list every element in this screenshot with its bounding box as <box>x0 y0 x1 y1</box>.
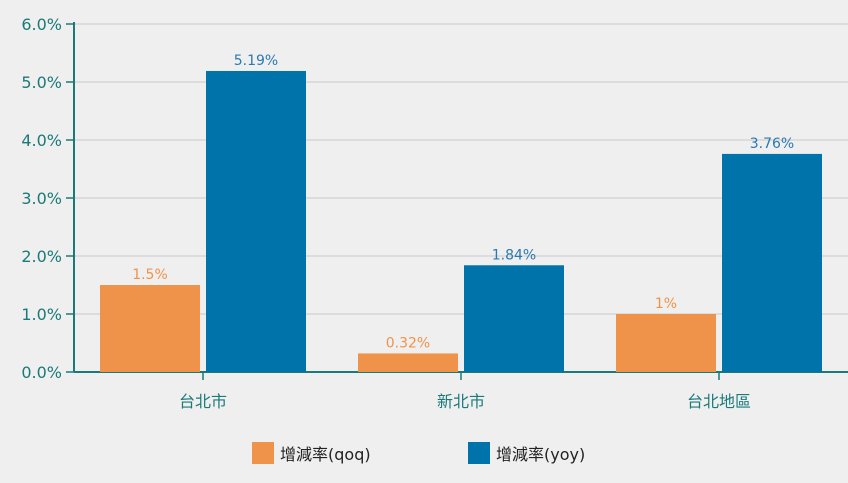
data-label: 1% <box>655 296 677 312</box>
legend: 增減率(qoq) 增減率(yoy) <box>0 440 848 470</box>
data-label: 0.32% <box>386 335 430 351</box>
x-tick-label: 新北市 <box>437 392 485 411</box>
data-label: 1.5% <box>132 267 168 283</box>
y-tick-label: 2.0% <box>21 247 62 266</box>
legend-label-yoy: 增減率(yoy) <box>496 445 586 464</box>
bar[interactable] <box>206 70 306 372</box>
bar[interactable] <box>464 265 564 372</box>
bar[interactable] <box>358 353 458 372</box>
data-label: 1.84% <box>492 247 536 263</box>
legend-label-qoq: 增減率(qoq) <box>280 445 371 464</box>
x-tick-label: 台北地區 <box>687 392 751 411</box>
bar-chart: 0.0% 1.0% 2.0% 3.0% 4.0% 5.0% 6.0% 1.5% 5.19% 台北市… <box>21 15 848 411</box>
bar[interactable] <box>722 153 822 372</box>
data-label: 5.19% <box>234 53 278 69</box>
y-tick-label: 1.0% <box>21 305 62 324</box>
y-tick-label: 0.0% <box>21 363 62 382</box>
y-tick-label: 6.0% <box>21 15 62 34</box>
bar[interactable] <box>100 285 200 372</box>
legend-swatch-qoq <box>252 442 274 464</box>
legend-item-yoy[interactable]: 增減率(yoy) <box>468 440 585 466</box>
legend-item-qoq[interactable]: 增減率(qoq) <box>252 440 371 466</box>
legend-swatch-yoy <box>468 442 490 464</box>
y-tick-label: 5.0% <box>21 73 62 92</box>
data-label: 3.76% <box>750 136 794 152</box>
y-tick-label: 3.0% <box>21 189 62 208</box>
y-tick-label: 4.0% <box>21 131 62 150</box>
x-tick-label: 台北市 <box>179 392 227 411</box>
bar[interactable] <box>616 314 716 372</box>
